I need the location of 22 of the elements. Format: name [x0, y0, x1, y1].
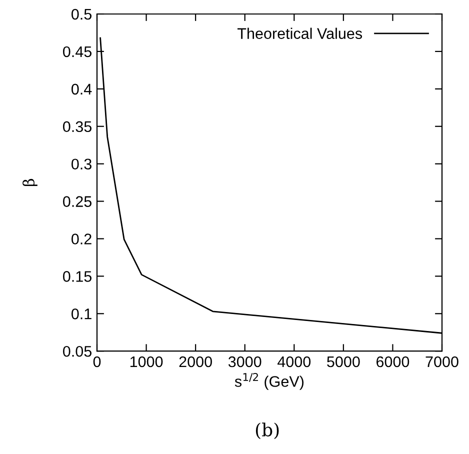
y-axis-title: β	[22, 178, 38, 186]
x-tick-label: 4000	[278, 356, 311, 368]
y-tick-label: 0.5	[72, 8, 92, 20]
x-tick-label: 2000	[179, 356, 212, 368]
y-tick-label: 0.1	[72, 308, 92, 320]
y-tick-label: 0.45	[63, 46, 92, 58]
x-tick-label: 3000	[228, 356, 262, 368]
text: (b)	[256, 422, 279, 440]
x-tick-label: 0	[93, 356, 101, 368]
x-axis-title: s$^{1/2}$ (GeV)	[234, 372, 304, 390]
y-tick-label: 0.35	[63, 121, 92, 132]
y-tick-label: 0.25	[63, 196, 92, 207]
x-tick-label: 5000	[327, 356, 360, 368]
x-tick-label: 7000	[426, 356, 458, 368]
y-tick-label: 0.15	[63, 271, 92, 282]
y-tick-label: 0.4	[72, 84, 92, 95]
y-tick-label: 0.2	[72, 234, 92, 244]
y-tick-label: 0.05	[63, 346, 92, 357]
x-tick-label: 1000	[130, 356, 163, 368]
x-tick-label: 6000	[376, 356, 410, 368]
legend-label: Theoretical Values	[238, 28, 362, 39]
y-tick-label: 0.3	[72, 158, 92, 170]
